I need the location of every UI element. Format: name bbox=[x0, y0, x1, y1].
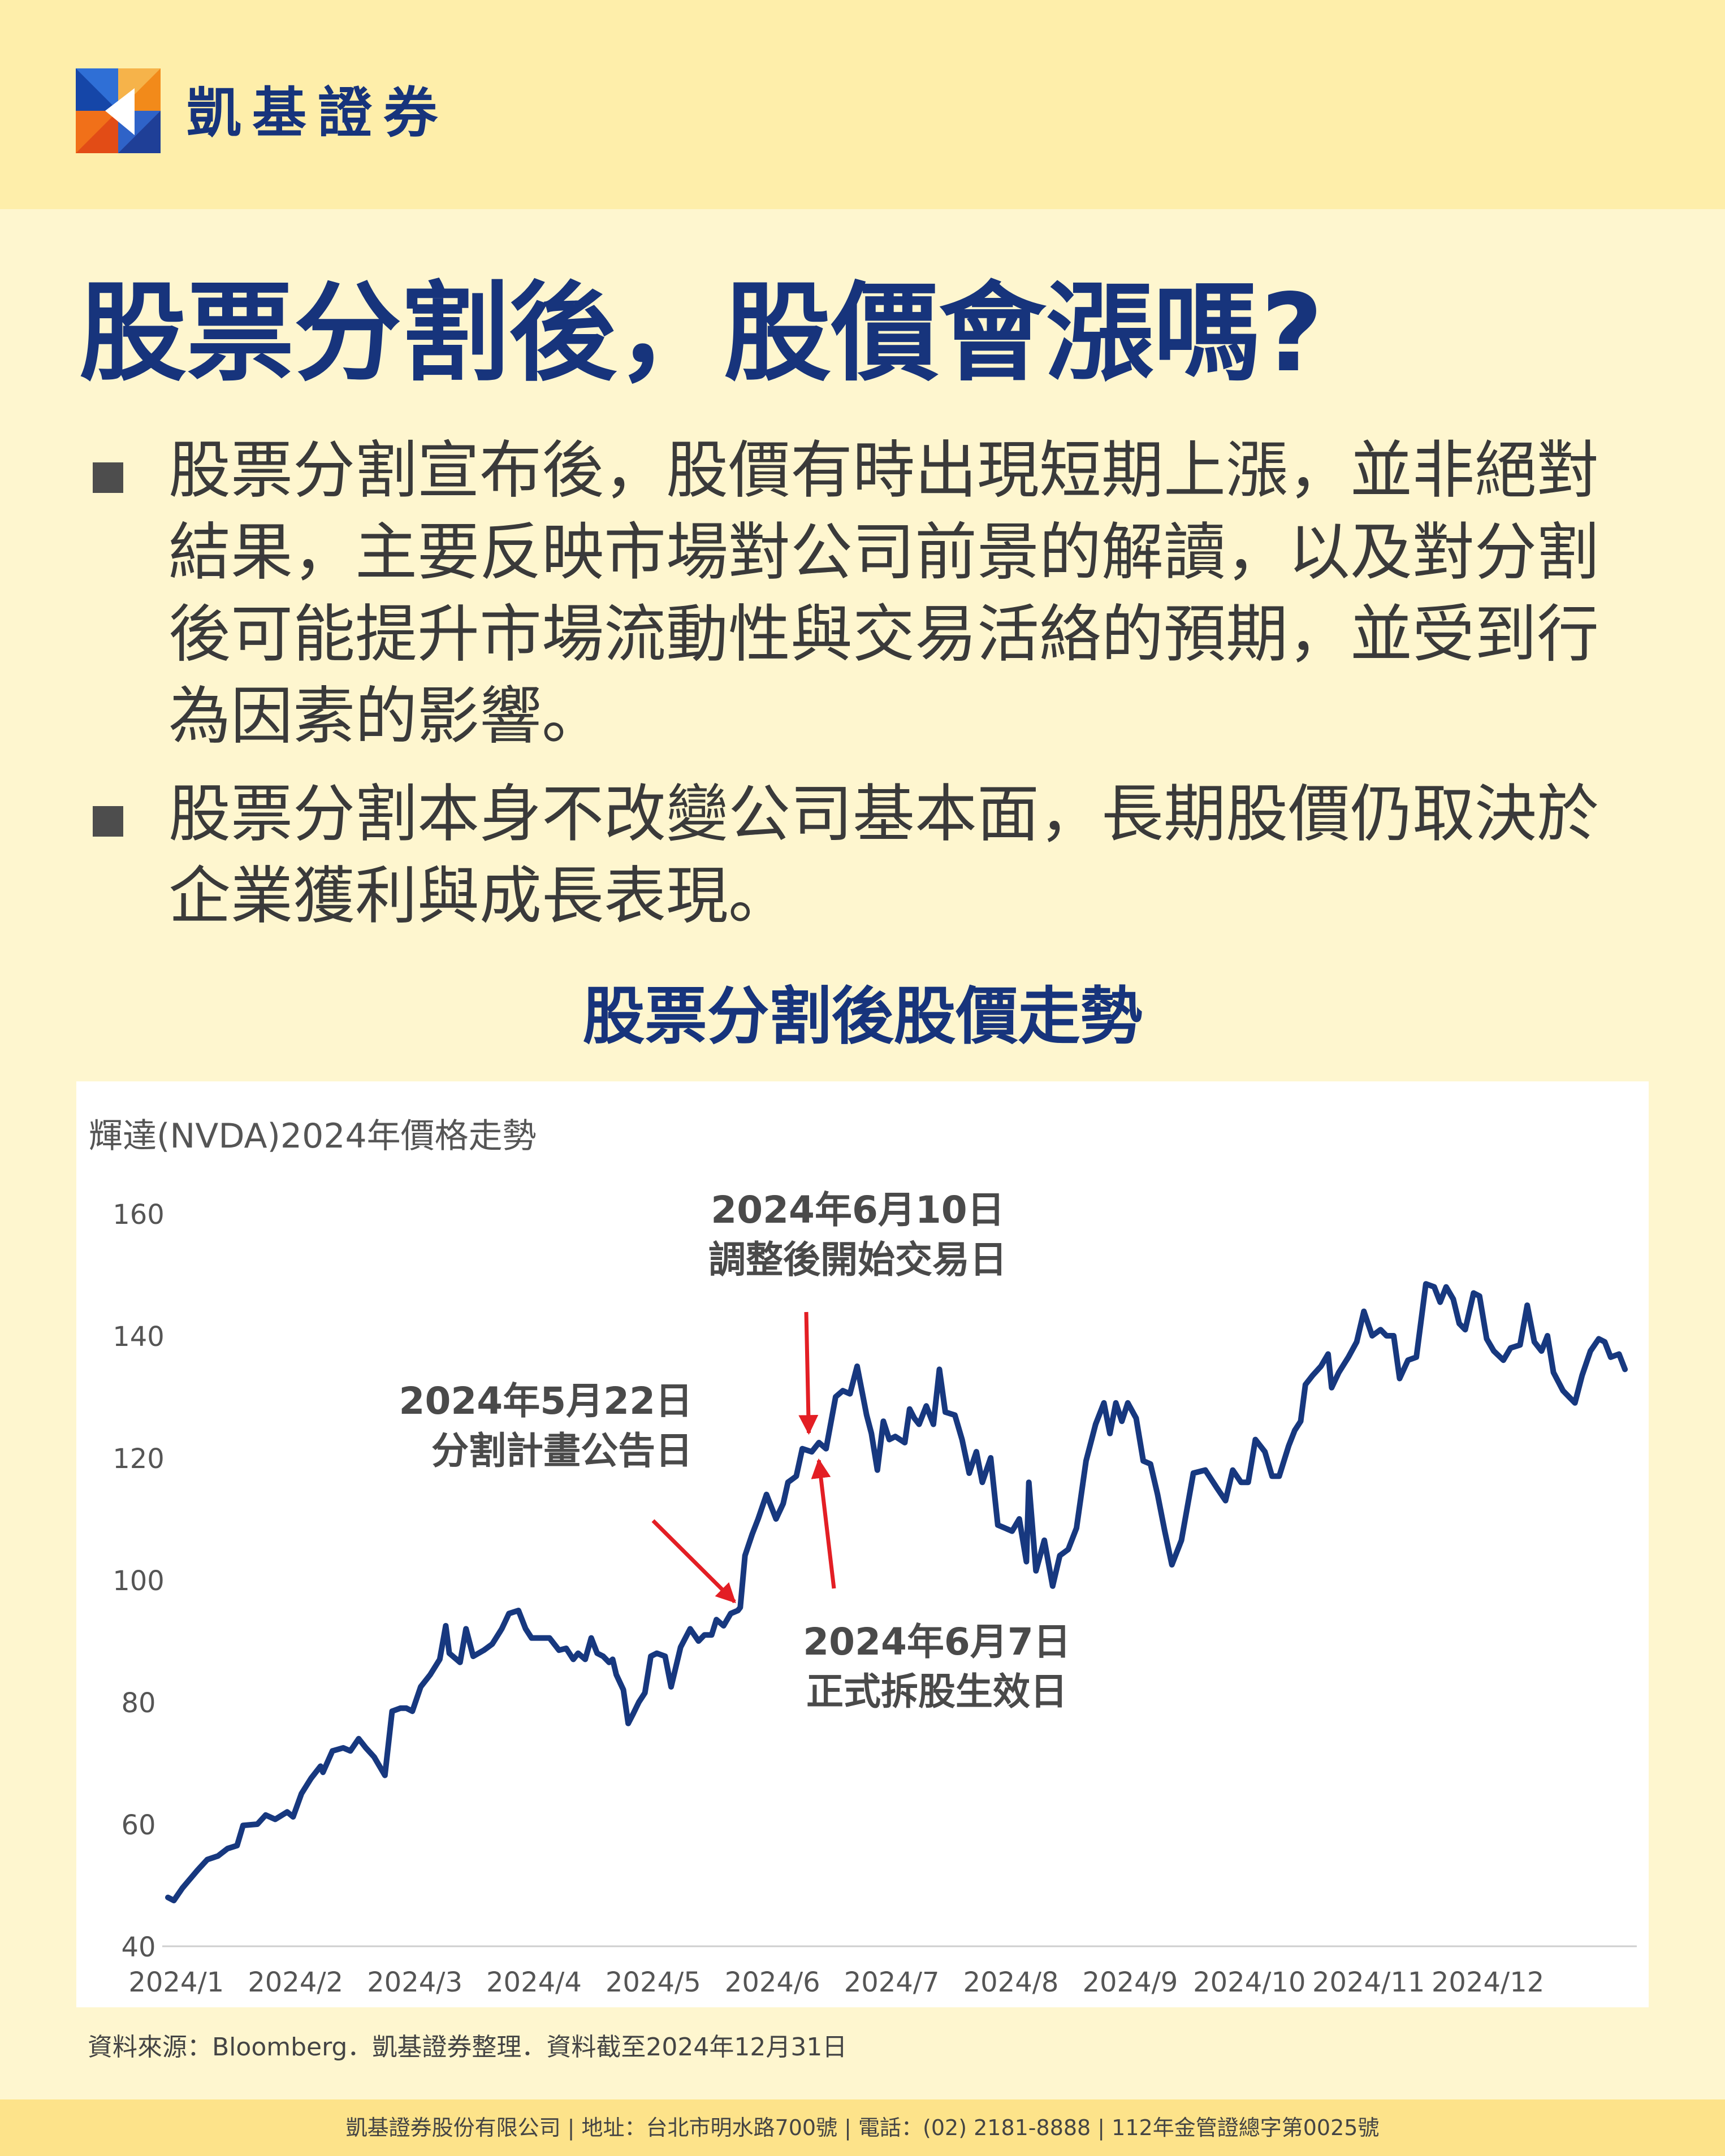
annotation-arrow bbox=[811, 1458, 836, 1589]
bullet-item: 股票分割宣布後，股價有時出現短期上漲，並非絕對結果，主要反映市場對公司前景的解讀… bbox=[85, 430, 1645, 757]
annotation-arrow bbox=[651, 1519, 736, 1604]
bullet-list: 股票分割宣布後，股價有時出現短期上漲，並非絕對結果，主要反映市場對公司前景的解讀… bbox=[85, 430, 1645, 953]
y-tick-label: 80 bbox=[121, 1687, 155, 1719]
annotation-label-date: 2024年6月7日 bbox=[803, 1620, 1071, 1664]
y-tick-label: 120 bbox=[113, 1443, 165, 1475]
y-tick-label: 40 bbox=[121, 1932, 155, 1963]
x-tick-label: 2024/5 bbox=[606, 1967, 701, 1998]
x-tick-label: 2024/2 bbox=[248, 1967, 343, 1998]
annotation-label-text: 調整後開始交易日 bbox=[708, 1238, 1007, 1282]
bullet-square-icon bbox=[93, 806, 123, 837]
annotation-label-text: 分割計畫公告日 bbox=[431, 1429, 693, 1473]
chart-section-title: 股票分割後股價走勢 bbox=[582, 980, 1143, 1053]
bullet-text: 股票分割宣布後，股價有時出現短期上漲，並非絕對結果，主要反映市場對公司前景的解讀… bbox=[168, 434, 1599, 752]
y-tick-label: 160 bbox=[113, 1199, 165, 1231]
bullet-text: 股票分割本身不改變公司基本面，長期股價仍取決於企業獲利與成長表現。 bbox=[168, 778, 1599, 932]
bullet-square-icon bbox=[93, 462, 123, 493]
x-tick-label: 2024/8 bbox=[963, 1967, 1059, 1998]
bullet-item: 股票分割本身不改變公司基本面，長期股價仍取決於企業獲利與成長表現。 bbox=[85, 773, 1645, 937]
y-tick-label: 100 bbox=[113, 1565, 165, 1597]
source-note: 資料來源：Bloomberg．凱基證券整理．資料截至2024年12月31日 bbox=[88, 2033, 848, 2062]
x-tick-label: 2024/1 bbox=[128, 1967, 224, 1998]
annotation-arrow bbox=[798, 1311, 819, 1435]
x-tick-label: 2024/4 bbox=[486, 1967, 582, 1998]
annotation-label-text: 正式拆股生效日 bbox=[806, 1670, 1067, 1713]
y-tick-label: 140 bbox=[113, 1321, 165, 1353]
x-tick-label: 2024/10 bbox=[1193, 1967, 1305, 1998]
x-tick-label: 2024/6 bbox=[725, 1967, 820, 1998]
chart-panel: 輝達(NVDA)2024年價格走勢 40 60 80 100 120 140 160 2024/… bbox=[76, 1081, 1649, 2007]
line-chart: 輝達(NVDA)2024年價格走勢 40 60 80 100 120 140 160 2024/… bbox=[89, 1116, 1637, 1998]
annotation-label-date: 2024年6月10日 bbox=[711, 1188, 1004, 1232]
x-tick-label: 2024/9 bbox=[1082, 1967, 1178, 1998]
chart-title: 輝達(NVDA)2024年價格走勢 bbox=[89, 1116, 537, 1156]
y-tick-label: 60 bbox=[121, 1809, 155, 1841]
annotation-label-date: 2024年5月22日 bbox=[399, 1379, 693, 1423]
footer-bar: 凱基證券股份有限公司 | 地址：台北市明水路700號 | 電話：(02) 218… bbox=[0, 2099, 1725, 2156]
x-tick-label: 2024/7 bbox=[844, 1967, 940, 1998]
x-tick-label: 2024/12 bbox=[1432, 1967, 1544, 1998]
page-title: 股票分割後，股價會漲嗎? bbox=[79, 271, 1324, 396]
x-tick-label: 2024/11 bbox=[1312, 1967, 1425, 1998]
price-series-line bbox=[165, 1281, 1628, 1903]
x-tick-label: 2024/3 bbox=[367, 1967, 462, 1998]
brand-name: 凱基證券 bbox=[187, 81, 449, 145]
kgi-logo-icon bbox=[76, 68, 161, 153]
header-bar: 凱基證券 bbox=[0, 0, 1725, 209]
